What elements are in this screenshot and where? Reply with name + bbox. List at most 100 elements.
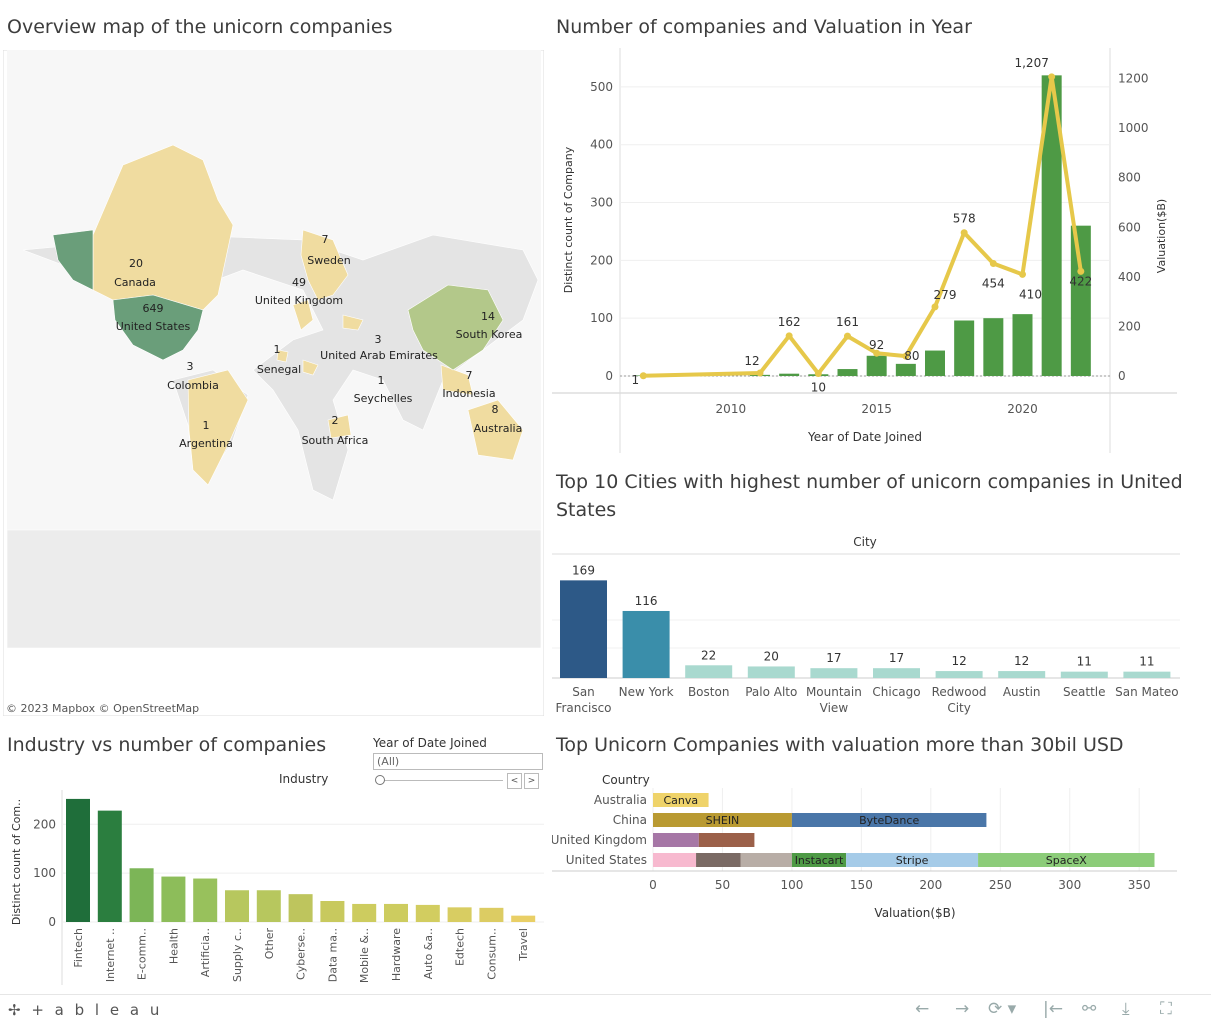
city-name-label: Francisco: [555, 701, 611, 715]
map-count-label: 8: [492, 403, 499, 416]
valuation-label: 80: [904, 349, 919, 363]
industry-bar: [129, 868, 154, 922]
city-name-label: New York: [619, 685, 674, 699]
redo-icon[interactable]: →: [955, 999, 970, 1019]
industry-name-label: Fintech: [72, 928, 85, 968]
company-segment: [698, 833, 755, 847]
company-label: ByteDance: [859, 814, 919, 827]
company-label: Stripe: [896, 854, 929, 867]
city-name-label: City: [947, 701, 971, 715]
tableau-logo: ✢ + a b l e a u: [8, 1001, 163, 1019]
city-value-label: 20: [764, 649, 779, 663]
map-country-label: Canada: [114, 276, 156, 289]
x-tick-label: 200: [919, 878, 942, 892]
industry-name-label: Other: [263, 928, 276, 960]
revert-icon[interactable]: ⟳ ▾: [988, 999, 1017, 1019]
map-count-label: 3: [187, 360, 194, 373]
city-name-label: Seattle: [1063, 685, 1105, 699]
city-value-label: 17: [889, 651, 904, 665]
city-value-label: 12: [1014, 654, 1029, 668]
y-tick-label: 200: [590, 253, 613, 267]
industry-name-label: Hardware: [390, 928, 403, 981]
industry-bar: [161, 876, 186, 922]
city-bar: [935, 671, 983, 678]
map-count-label: 2: [332, 414, 339, 427]
industry-name-label: Consum..: [485, 928, 498, 980]
download-icon[interactable]: ⤓: [1122, 999, 1130, 1019]
map-country-label: Argentina: [179, 437, 233, 450]
city-value-label: 22: [701, 648, 716, 662]
city-value-label: 17: [826, 651, 841, 665]
industry-y-tick: 0: [48, 915, 56, 929]
year-slider-knob[interactable]: [375, 775, 385, 785]
map-country-label: Senegal: [257, 363, 301, 376]
industry-bar: [97, 810, 122, 922]
city-name-label: Boston: [688, 685, 729, 699]
valuation-point: [902, 352, 910, 360]
valuation-label: 12: [744, 354, 759, 368]
valuation-label: 410: [1019, 287, 1042, 301]
y-tick-label: 300: [590, 196, 613, 210]
map-title: Overview map of the unicorn companies: [7, 16, 393, 38]
map-country-label: Australia: [474, 422, 523, 435]
industry-y-tick: 100: [33, 866, 56, 880]
valuation-point: [814, 370, 822, 378]
industry-name-label: E-comm..: [136, 928, 149, 980]
company-segment: [653, 793, 709, 807]
city-header: City: [853, 535, 877, 549]
valuation-label: 161: [836, 315, 859, 329]
valuation-label: 10: [811, 381, 826, 395]
y2-tick-label: 1000: [1118, 121, 1149, 135]
company-label: SpaceX: [1046, 854, 1088, 867]
city-name-label: Palo Alto: [745, 685, 797, 699]
year-slider-track[interactable]: [378, 780, 503, 781]
city-name-label: Redwood: [932, 685, 987, 699]
y-tick-label: 0: [605, 369, 613, 383]
y2-tick-label: 1200: [1118, 72, 1149, 86]
land-mid: [407, 284, 504, 371]
country-label: China: [613, 813, 647, 827]
valuation-label: 162: [778, 315, 801, 329]
industry-bar: [193, 878, 218, 922]
undo-icon[interactable]: ←: [915, 999, 930, 1019]
company-segment: [791, 813, 987, 827]
city-value-label: 12: [951, 654, 966, 668]
year-bar: [954, 320, 975, 376]
x-tick-label: 100: [780, 878, 803, 892]
industry-bar: [256, 890, 281, 922]
city-value-label: 169: [572, 563, 595, 577]
slider-next-button[interactable]: >: [524, 773, 539, 789]
city-bar: [685, 665, 733, 678]
valuation-point: [1077, 267, 1085, 275]
x-tick-label: 250: [989, 878, 1012, 892]
company-segment: [653, 833, 699, 847]
share-icon[interactable]: ⚯: [1082, 999, 1097, 1019]
industry-name-label: Auto &a..: [422, 928, 435, 979]
industry-bar: [384, 903, 408, 922]
valuation-label: 454: [982, 276, 1005, 290]
valuation-point: [989, 259, 997, 267]
x-tick-label: 2015: [861, 402, 892, 416]
slider-prev-button[interactable]: <: [507, 773, 522, 789]
fullscreen-icon[interactable]: ⛶: [1160, 999, 1172, 1019]
map-count-label: 1: [378, 374, 385, 387]
year-bar: [895, 363, 916, 376]
industry-name-label: Edtech: [454, 928, 467, 966]
country-label: United States: [566, 853, 647, 867]
year-bar: [1070, 225, 1091, 376]
city-name-label: Austin: [1003, 685, 1041, 699]
country-label: United Kingdom: [552, 833, 647, 847]
map-count-label: 3: [375, 333, 382, 346]
map-count-label: 649: [143, 302, 164, 315]
year-filter-select[interactable]: (All): [373, 753, 543, 770]
valuation-point: [960, 229, 968, 237]
map-country-label: Sweden: [307, 254, 350, 267]
city-bar: [810, 668, 858, 678]
land-low: [92, 144, 524, 486]
reset-icon[interactable]: |←: [1043, 999, 1063, 1019]
industry-bar: [479, 907, 504, 922]
y-tick-label: 400: [590, 138, 613, 152]
city-bar: [1060, 671, 1108, 678]
year-filter-label: Year of Date Joined: [373, 736, 487, 750]
